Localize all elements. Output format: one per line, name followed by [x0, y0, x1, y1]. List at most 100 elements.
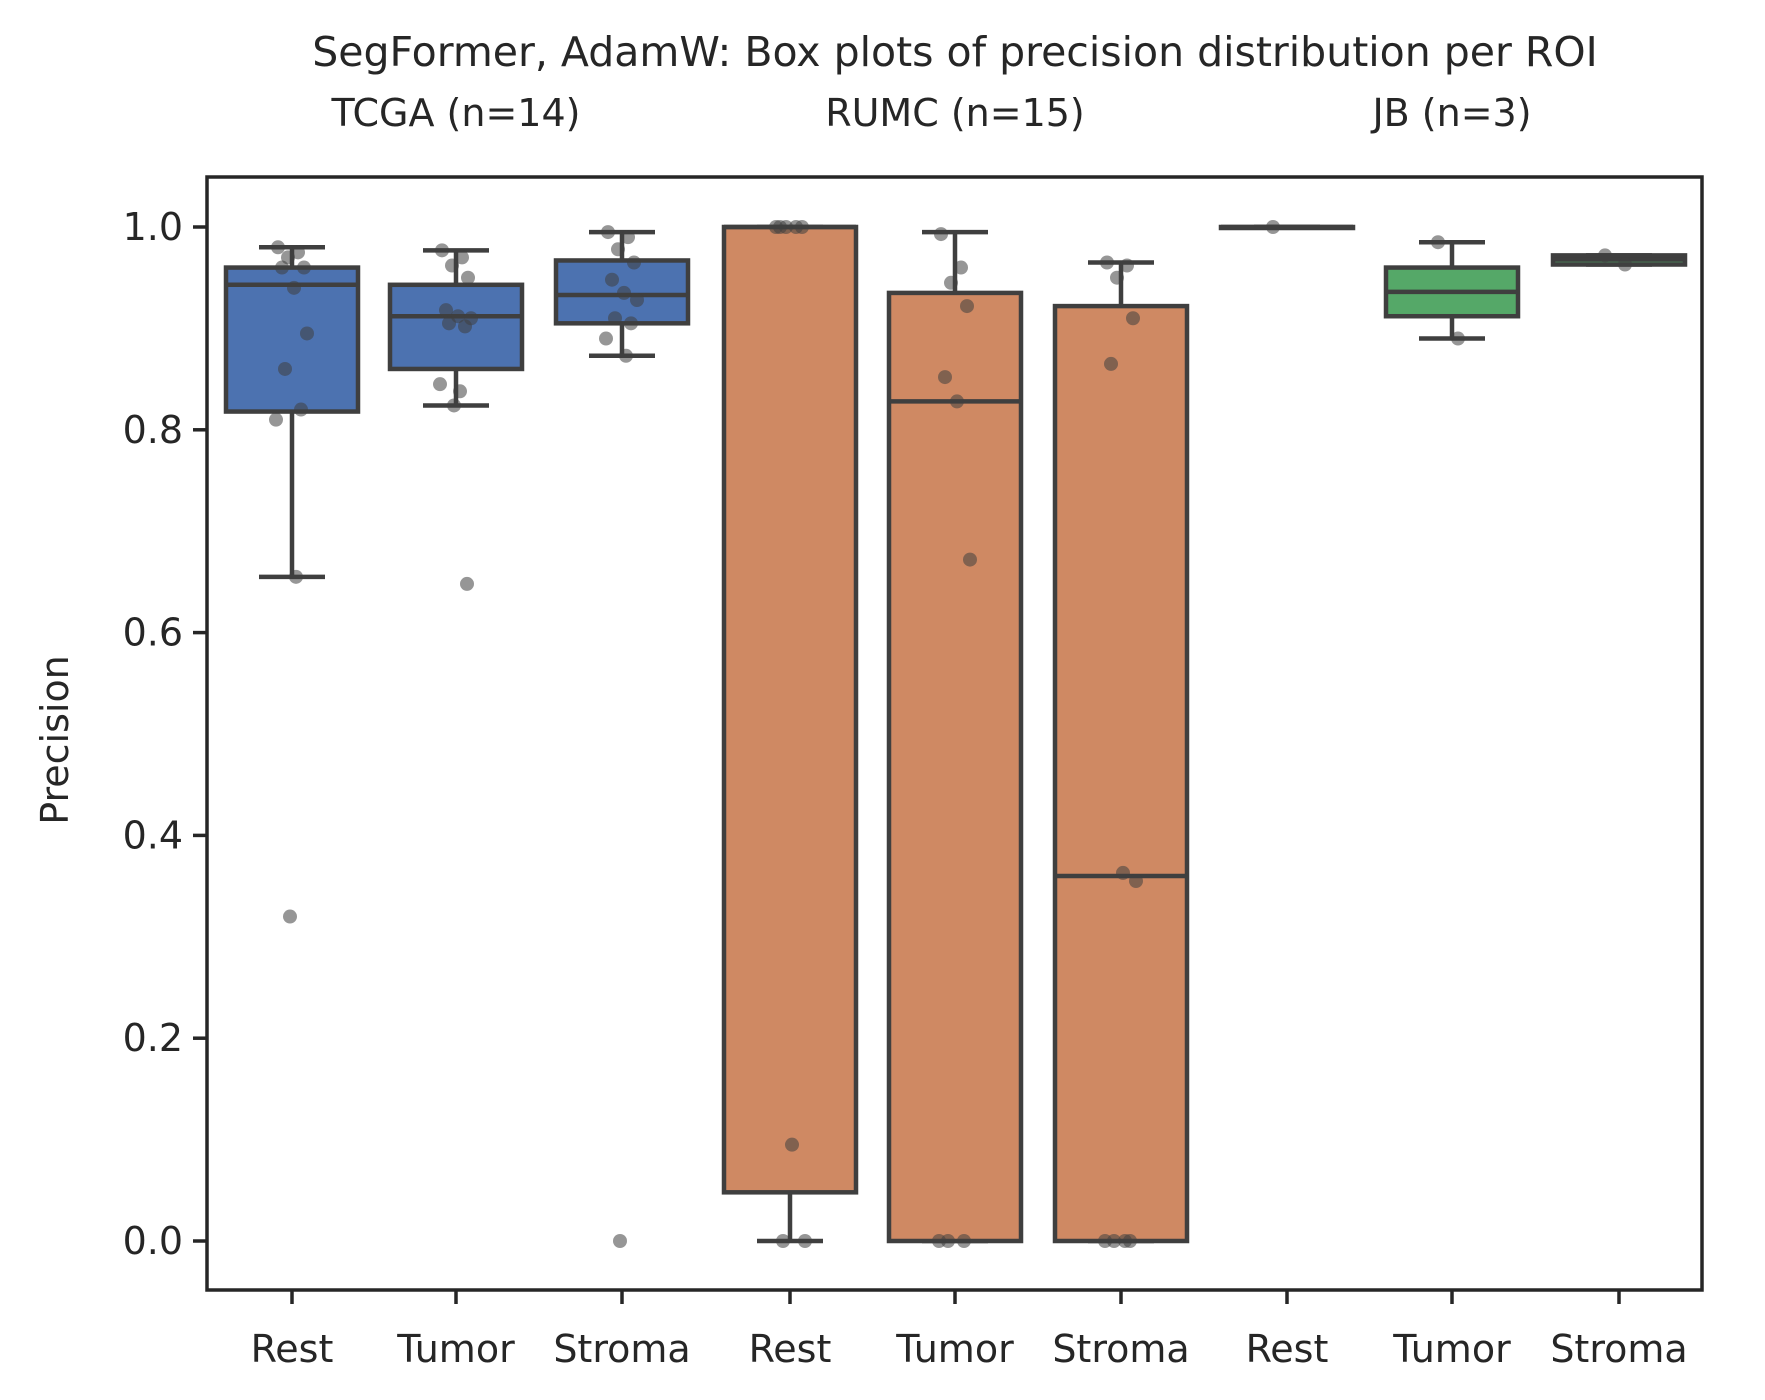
- data-point: [960, 299, 974, 314]
- x-tick-label: Stroma: [553, 1327, 690, 1371]
- data-point: [1110, 270, 1124, 285]
- data-point: [435, 243, 449, 258]
- data-point: [1100, 255, 1114, 270]
- data-point: [447, 398, 461, 413]
- box-rest: [1218, 220, 1356, 234]
- y-tick-label: 0.8: [123, 408, 183, 452]
- group-label: JB (n=3): [1370, 91, 1531, 135]
- data-point: [460, 576, 474, 591]
- data-point: [278, 361, 292, 376]
- data-point: [1618, 257, 1632, 272]
- box-rest: [721, 220, 859, 1248]
- y-tick-label: 1.0: [123, 205, 183, 249]
- data-point: [1129, 874, 1143, 889]
- data-point: [1120, 258, 1134, 273]
- data-point: [439, 303, 453, 318]
- data-point: [1126, 311, 1140, 326]
- data-point: [608, 311, 622, 326]
- iqr-box: [1052, 303, 1190, 1244]
- data-point: [798, 1234, 812, 1248]
- y-tick-label: 0.4: [123, 813, 183, 857]
- data-point: [458, 319, 472, 334]
- data-point: [605, 272, 619, 287]
- box-tumor: [387, 243, 525, 591]
- iqr-box: [387, 282, 525, 372]
- x-axis: Rest Tumor Stroma Rest Tumor Stroma Rest Tumor S…: [251, 1290, 1688, 1371]
- data-point: [433, 377, 447, 392]
- data-point: [1451, 331, 1465, 346]
- data-point: [785, 1137, 799, 1152]
- data-point: [289, 569, 303, 584]
- data-point: [944, 275, 958, 290]
- data-point: [297, 260, 311, 275]
- box-tumor: [1383, 235, 1521, 346]
- plot-area: [223, 220, 1688, 1248]
- data-point: [599, 331, 613, 346]
- data-point: [630, 293, 644, 308]
- data-point: [1118, 1234, 1132, 1248]
- iqr-box: [721, 224, 859, 1195]
- data-point: [795, 220, 809, 234]
- data-point: [1431, 235, 1445, 250]
- x-tick-label: Stroma: [1550, 1327, 1687, 1371]
- data-point: [621, 230, 635, 245]
- data-point: [950, 394, 964, 409]
- data-point: [1598, 248, 1612, 263]
- box-stroma: [553, 225, 691, 1248]
- box-rest: [223, 240, 361, 924]
- data-point: [269, 412, 283, 427]
- data-point: [442, 316, 456, 331]
- y-axis-label: Precision: [33, 655, 77, 825]
- data-point: [1116, 865, 1130, 880]
- x-tick-label: Tumor: [1392, 1327, 1511, 1371]
- x-tick-label: Rest: [251, 1327, 334, 1371]
- data-point: [300, 326, 314, 341]
- x-tick-label: Rest: [749, 1327, 832, 1371]
- x-tick-label: Tumor: [396, 1327, 515, 1371]
- data-point: [932, 1234, 946, 1248]
- data-point: [294, 402, 308, 417]
- iqr-box: [886, 290, 1024, 1244]
- data-point: [275, 260, 289, 275]
- data-point: [963, 552, 977, 567]
- data-point: [611, 242, 625, 257]
- y-tick-label: 0.2: [123, 1016, 183, 1060]
- y-tick-label: 0.0: [123, 1219, 183, 1263]
- y-tick-label: 0.6: [123, 611, 183, 655]
- box-stroma: [1052, 255, 1190, 1248]
- data-point: [954, 260, 968, 275]
- data-point: [453, 384, 467, 399]
- data-point: [934, 227, 948, 242]
- data-point: [776, 1234, 790, 1248]
- data-point: [613, 1234, 627, 1248]
- chart-title: SegFormer, AdamW: Box plots of precision…: [312, 28, 1598, 76]
- data-point: [1098, 1234, 1112, 1248]
- group-label: RUMC (n=15): [825, 91, 1085, 135]
- data-point: [617, 285, 631, 300]
- group-labels: TCGA (n=14) RUMC (n=15) JB (n=3): [331, 91, 1532, 135]
- data-point: [445, 258, 459, 273]
- x-tick-label: Rest: [1246, 1327, 1329, 1371]
- data-point: [287, 280, 301, 295]
- data-point: [455, 250, 469, 265]
- group-label: TCGA (n=14): [331, 91, 581, 135]
- data-point: [957, 1234, 971, 1248]
- y-axis: 0.0 0.2 0.4 0.6 0.8 1.0: [123, 205, 207, 1263]
- data-point: [627, 255, 641, 270]
- data-point: [283, 909, 297, 924]
- data-point: [624, 316, 638, 331]
- x-tick-label: Tumor: [895, 1327, 1014, 1371]
- box-tumor: [886, 227, 1024, 1248]
- x-tick-label: Stroma: [1052, 1327, 1189, 1371]
- data-point: [1266, 220, 1280, 234]
- data-point: [601, 225, 615, 240]
- box-stroma: [1550, 248, 1688, 272]
- data-point: [619, 348, 633, 363]
- data-point: [461, 270, 475, 285]
- data-point: [281, 250, 295, 265]
- data-point: [938, 370, 952, 385]
- data-point: [773, 220, 787, 234]
- data-point: [271, 240, 285, 255]
- data-point: [1104, 356, 1118, 371]
